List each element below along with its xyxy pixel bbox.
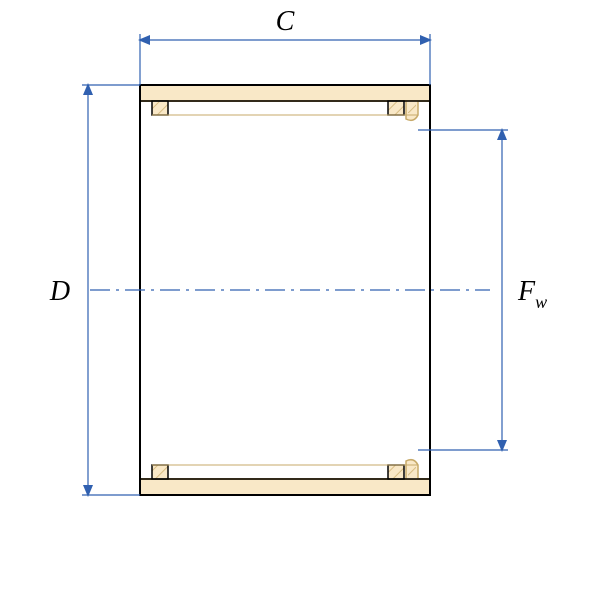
label-d: D bbox=[49, 276, 70, 307]
retainer-block-1 bbox=[388, 101, 404, 115]
retainer-block-0 bbox=[152, 101, 168, 115]
shell-bottom bbox=[140, 479, 430, 495]
retainer-block-2 bbox=[152, 465, 168, 479]
label-fw: Fw bbox=[517, 276, 547, 312]
label-c: C bbox=[276, 6, 295, 37]
shell-top bbox=[140, 85, 430, 101]
retainer-block-3 bbox=[388, 465, 404, 479]
